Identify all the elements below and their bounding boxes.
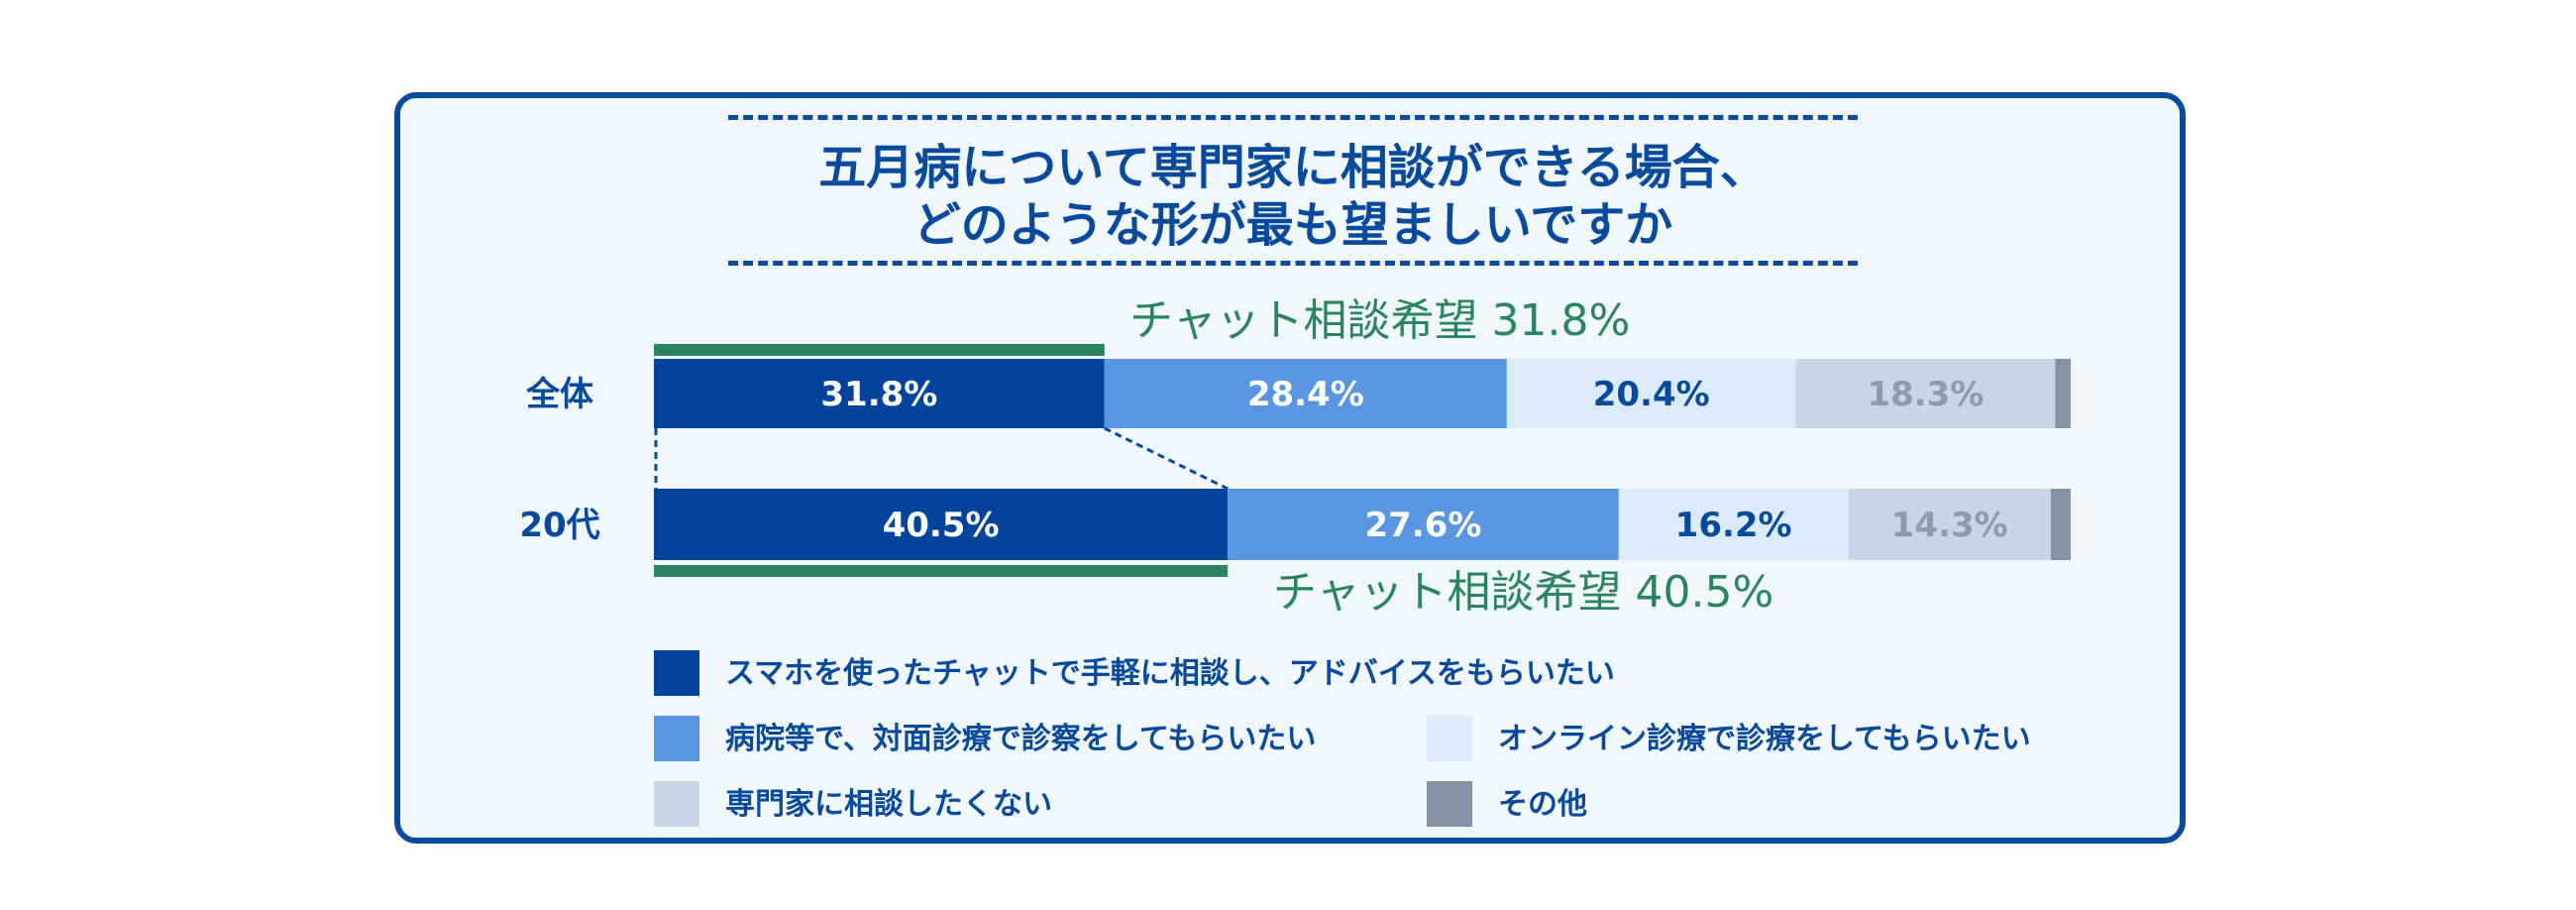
legend-swatch-5 [1427,781,1472,827]
bar-segment-1-3 [1506,359,1796,428]
bar-data-label-2-3: 16.2% [1675,506,1792,545]
bar-segment-2-3 [1618,489,1849,560]
connector-right [1104,426,1229,491]
highlight-bar-1 [654,344,1105,356]
bar-data-label-2-4: 14.3% [1891,506,2008,545]
bar-segment-2-5 [2050,489,2071,560]
legend-swatch-3 [1427,716,1472,761]
legend-label-4: 専門家に相談したくない [725,787,1052,822]
bar-segment-1-5 [2055,359,2071,428]
bar-segment-2-2 [1228,489,1619,560]
legend-swatch-2 [654,716,699,761]
chart-title-line2: どのような形が最も望ましいですか [912,197,1673,253]
chart-title-line1: 五月病について専門家に相談ができる場合、 [818,140,1768,195]
legend-label-5: その他 [1498,787,1587,822]
bar-data-label-1-4: 18.3% [1867,375,1984,414]
bar-data-label-1-3: 20.4% [1593,375,1710,414]
bar-data-label-2-1: 40.5% [883,506,1000,545]
legend-swatch-4 [654,781,699,827]
legend-swatch-1 [654,650,699,696]
title-block: 五月病について専門家に相談ができる場合、 どのような形が最も望ましいですか [728,109,1858,268]
title-dash-top [728,115,1858,120]
bar-segment-1-1 [654,359,1105,428]
bar-segment-2-4 [1848,489,2051,560]
chart-title: 五月病について専門家に相談ができる場合、 どのような形が最も望ましいですか [728,139,1858,254]
highlight-bar-2 [654,565,1229,577]
bar-data-label-2-2: 27.6% [1365,506,1482,545]
category-label-1: 全体 [525,375,593,414]
legend-label-1: スマホを使ったチャットで手軽に相談し、アドバイスをもらいたい [725,656,1615,691]
category-label-2: 20代 [519,506,599,545]
bar-data-label-1-2: 28.4% [1247,375,1364,414]
bar-segment-2-1 [654,489,1229,560]
legend-label-3: オンライン診療で診療をしてもらいたい [1498,722,2031,756]
annotation-2: チャット相談希望 40.5% [1273,567,1773,618]
annotation-1: チャット相談希望 31.8% [1129,295,1630,346]
bar-segment-1-2 [1104,359,1507,428]
title-dash-bottom [728,261,1858,266]
legend-label-2: 病院等で、対面診療で診察をしてもらいたい [725,722,1317,756]
bar-data-label-1-1: 31.8% [820,375,937,414]
bar-segment-1-4 [1795,359,2056,428]
